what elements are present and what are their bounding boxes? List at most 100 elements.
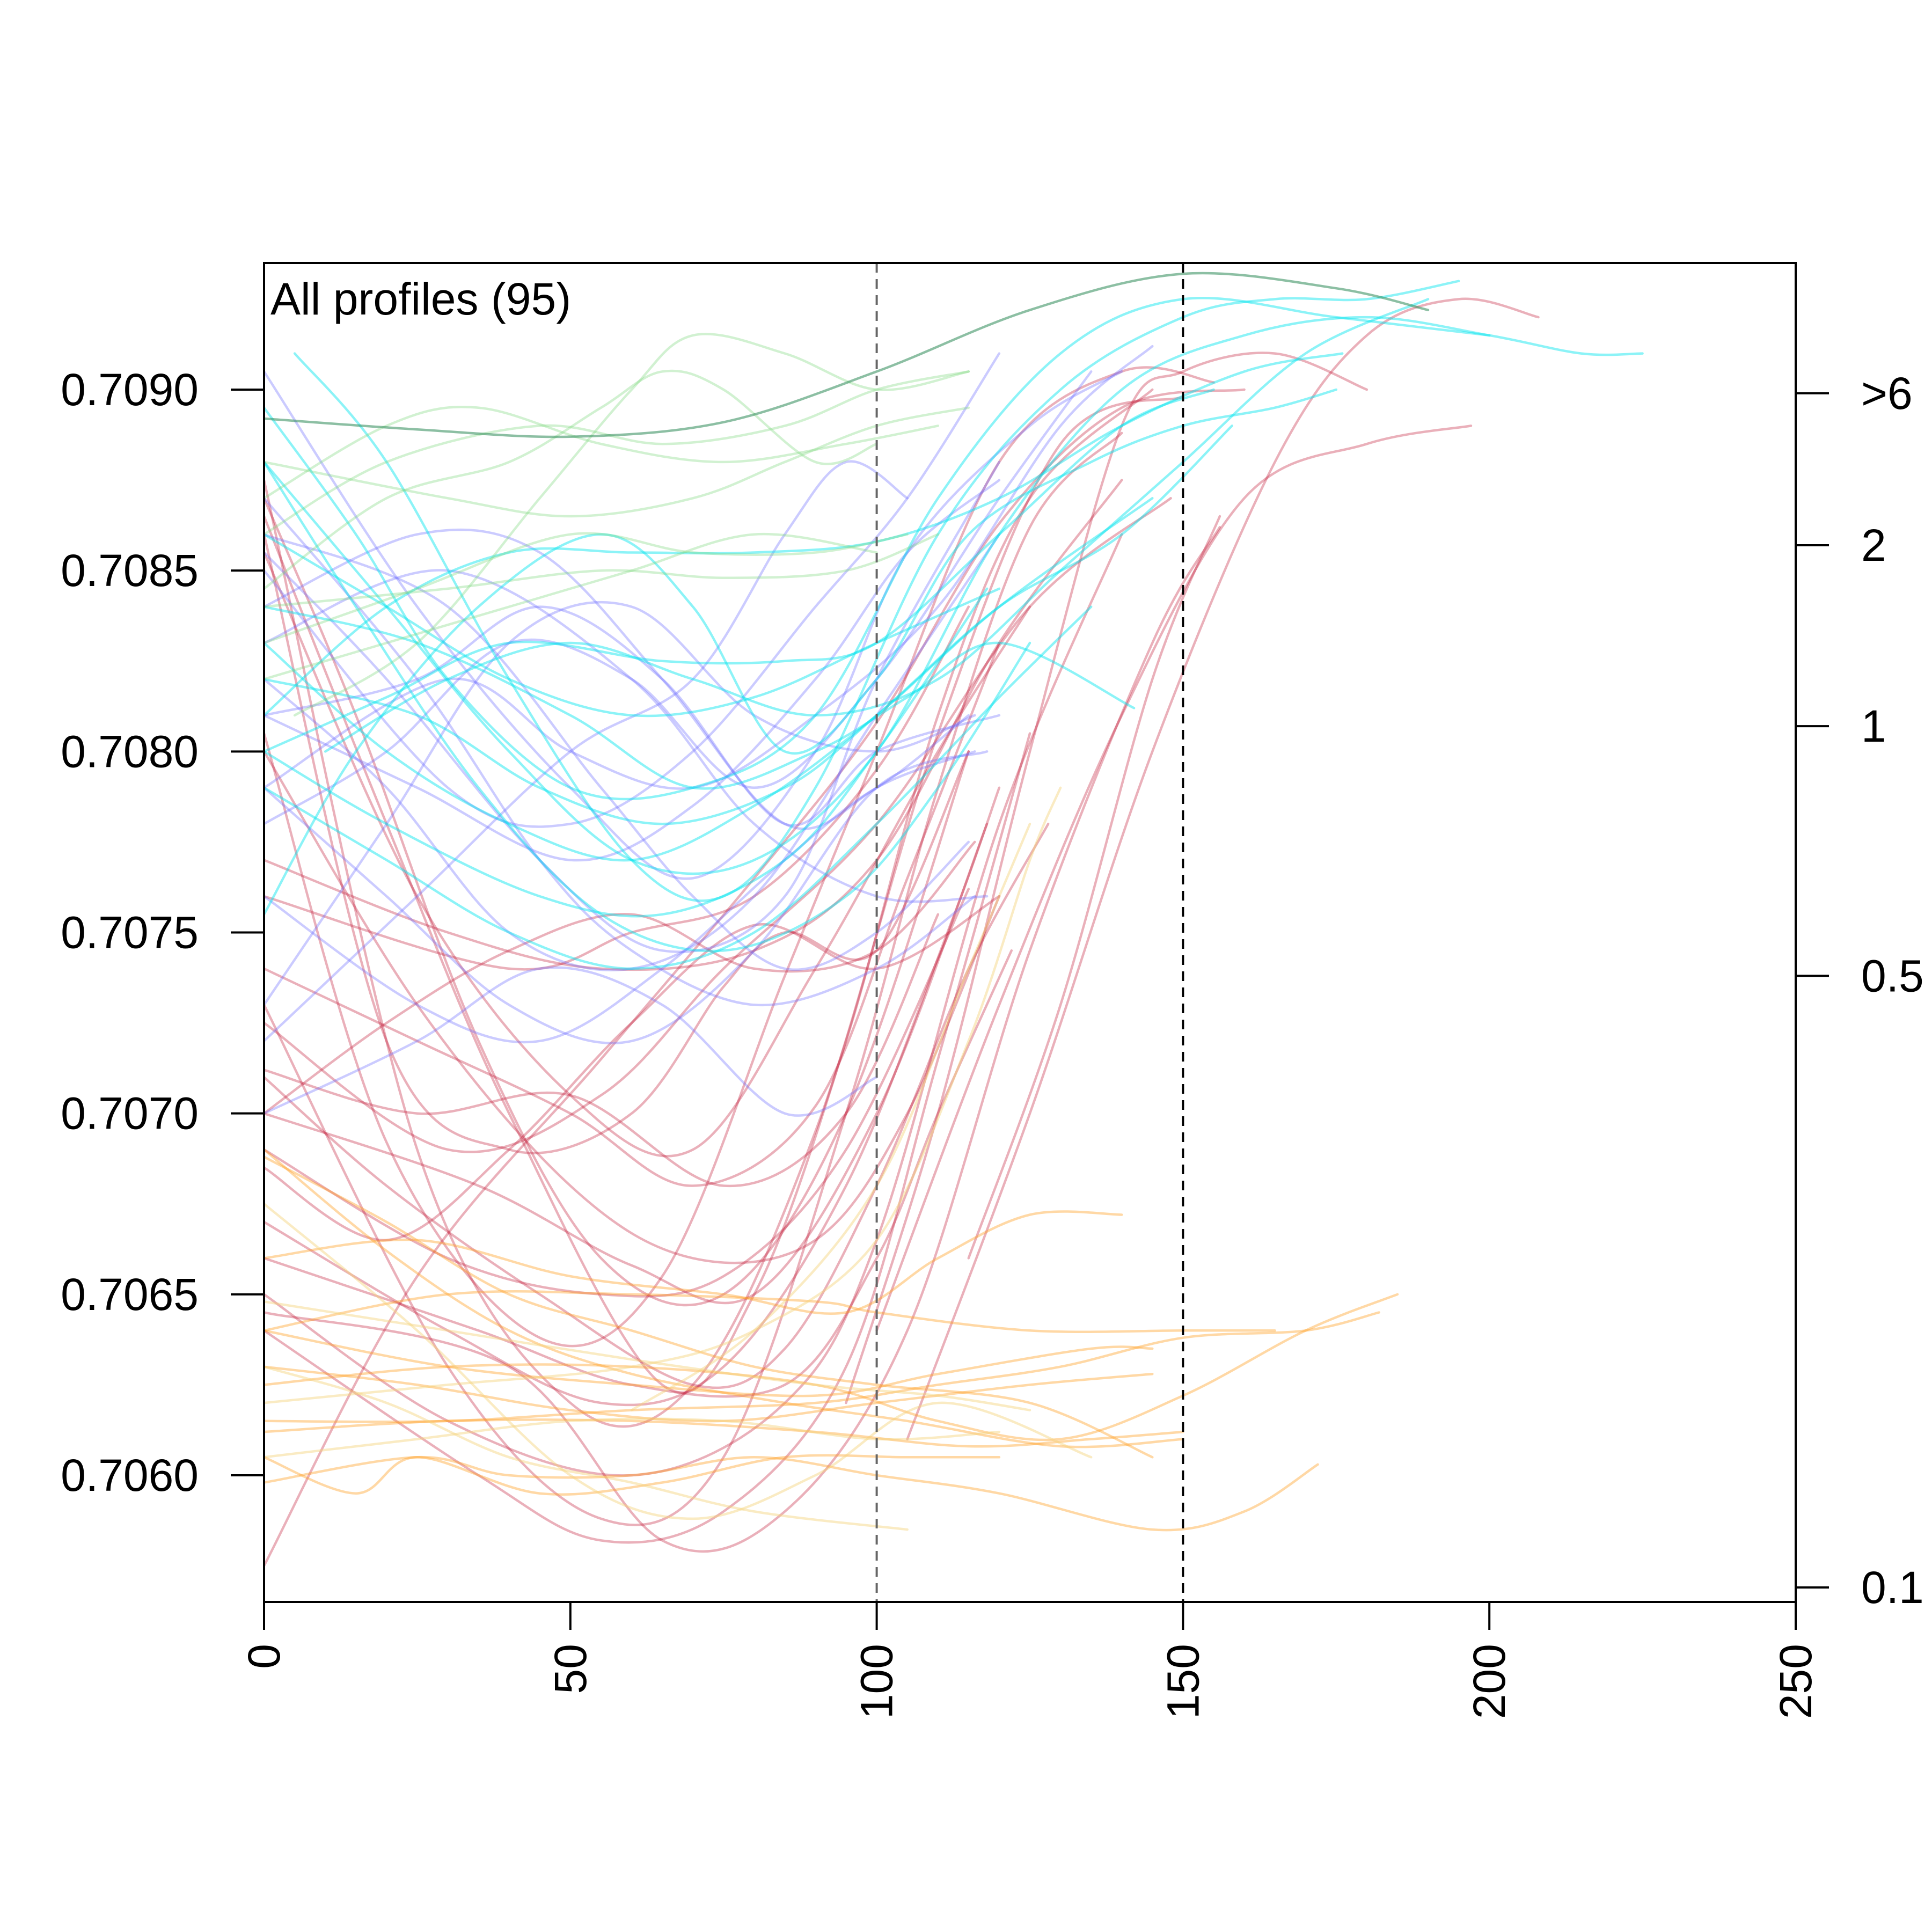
series-layer bbox=[264, 272, 1644, 1567]
series-line-12 bbox=[264, 479, 1123, 971]
series-line-83 bbox=[264, 1365, 909, 1531]
series-line-85 bbox=[630, 822, 1031, 1411]
reference-lines bbox=[875, 263, 1184, 1602]
right-axis: >6 2 1 0.5 0.1 bbox=[1796, 368, 1924, 1613]
series-line-47 bbox=[264, 316, 1644, 875]
series-line-18 bbox=[264, 949, 1013, 1398]
series-line-79 bbox=[264, 1329, 1154, 1397]
series-line-27 bbox=[906, 297, 1540, 1440]
series-line-48 bbox=[293, 280, 1460, 902]
x-tick-label: 100 bbox=[852, 1644, 902, 1719]
series-line-65 bbox=[264, 533, 940, 608]
series-line-67 bbox=[293, 333, 970, 717]
series-line-49 bbox=[264, 388, 1338, 916]
series-line-14 bbox=[264, 888, 970, 1298]
y-tick-label: 0.7080 bbox=[61, 726, 199, 777]
series-line-64 bbox=[264, 532, 878, 680]
panel-label: All profiles (95) bbox=[270, 274, 571, 324]
series-line-4 bbox=[264, 431, 1123, 1526]
series-line-34 bbox=[264, 605, 1001, 826]
series-line-29 bbox=[264, 370, 1123, 880]
x-tick-label: 150 bbox=[1158, 1644, 1208, 1719]
series-line-74 bbox=[264, 1456, 1319, 1532]
series-line-22 bbox=[264, 551, 1031, 1158]
series-line-9 bbox=[264, 497, 970, 1307]
series-line-60 bbox=[264, 369, 878, 590]
x-tick-label: 0 bbox=[239, 1644, 289, 1669]
series-line-81 bbox=[264, 1417, 1001, 1459]
y-axis: 0.7060 0.7065 0.7070 0.7075 0.7080 0.7085 0.70… bbox=[61, 364, 264, 1501]
series-line-59 bbox=[264, 533, 1001, 718]
series-line-68 bbox=[264, 272, 1430, 438]
series-line-26 bbox=[875, 425, 1473, 1332]
series-line-69 bbox=[264, 1155, 1154, 1459]
series-line-56 bbox=[264, 587, 989, 918]
series-line-80 bbox=[264, 1300, 1031, 1411]
right-tick-label: 0.5 bbox=[1861, 950, 1924, 1001]
series-line-35 bbox=[264, 750, 989, 1044]
series-line-50 bbox=[264, 388, 1215, 753]
series-line-52 bbox=[264, 605, 1136, 790]
series-line-71 bbox=[264, 1290, 1276, 1334]
series-line-44 bbox=[264, 497, 976, 1007]
series-line-51 bbox=[264, 425, 1233, 825]
series-line-17 bbox=[264, 533, 970, 1154]
series-line-7 bbox=[264, 526, 1221, 1553]
series-line-13 bbox=[264, 913, 940, 1188]
x-axis: 0 50 100 150 200 250 bbox=[239, 1601, 1821, 1719]
series-line-20 bbox=[264, 605, 970, 971]
series-line-62 bbox=[264, 370, 970, 536]
series-line-84 bbox=[264, 786, 1062, 1404]
series-line-75 bbox=[264, 1210, 1123, 1315]
series-line-30 bbox=[264, 460, 1001, 953]
series-line-73 bbox=[264, 1311, 1380, 1423]
series-line-53 bbox=[264, 605, 1093, 970]
right-tick-label: 1 bbox=[1861, 701, 1886, 751]
series-line-6 bbox=[264, 732, 1031, 1544]
right-tick-label: 2 bbox=[1861, 520, 1886, 570]
series-line-37 bbox=[264, 460, 909, 1043]
series-line-55 bbox=[264, 497, 1154, 862]
y-tick-label: 0.7075 bbox=[61, 908, 199, 958]
series-line-23 bbox=[264, 822, 1050, 1389]
series-line-78 bbox=[264, 1418, 1184, 1448]
series-line-32 bbox=[264, 528, 970, 830]
series-line-63 bbox=[264, 532, 909, 645]
series-line-8 bbox=[264, 388, 1154, 1394]
series-line-41 bbox=[264, 370, 1093, 825]
x-tick-label: 200 bbox=[1464, 1644, 1514, 1719]
series-line-33 bbox=[264, 533, 970, 971]
series-line-72 bbox=[264, 1293, 1399, 1441]
series-line-57 bbox=[264, 352, 1344, 717]
y-tick-label: 0.7085 bbox=[61, 545, 199, 596]
y-tick-label: 0.7065 bbox=[61, 1269, 199, 1320]
right-tick-label: >6 bbox=[1861, 368, 1913, 419]
series-line-40 bbox=[264, 345, 1154, 790]
series-line-19 bbox=[264, 895, 1001, 1241]
series-line-11 bbox=[264, 641, 1001, 1187]
right-tick-label: 0.1 bbox=[1861, 1562, 1924, 1613]
series-line-42 bbox=[264, 352, 1001, 828]
series-line-82 bbox=[264, 1202, 1093, 1520]
series-line-1 bbox=[264, 388, 1246, 1567]
x-tick-label: 50 bbox=[545, 1644, 596, 1694]
series-line-76 bbox=[264, 1454, 1001, 1496]
series-line-45 bbox=[264, 479, 1001, 862]
series-line-31 bbox=[264, 533, 1001, 971]
series-line-3 bbox=[264, 396, 1184, 1428]
y-tick-label: 0.7090 bbox=[61, 364, 199, 415]
series-line-54 bbox=[264, 460, 1031, 953]
series-line-46 bbox=[264, 296, 1491, 801]
series-line-24 bbox=[264, 750, 1001, 1264]
series-line-5 bbox=[264, 533, 1123, 1477]
series-line-15 bbox=[264, 822, 989, 1305]
series-line-21 bbox=[264, 786, 1001, 1407]
series-line-16 bbox=[264, 840, 976, 1115]
series-line-28 bbox=[967, 515, 1221, 1260]
series-line-2 bbox=[264, 366, 1215, 1348]
series-line-70 bbox=[264, 1148, 1184, 1448]
series-line-25 bbox=[845, 352, 1368, 1404]
series-line-77 bbox=[264, 1365, 1154, 1423]
series-line-38 bbox=[264, 601, 976, 1006]
